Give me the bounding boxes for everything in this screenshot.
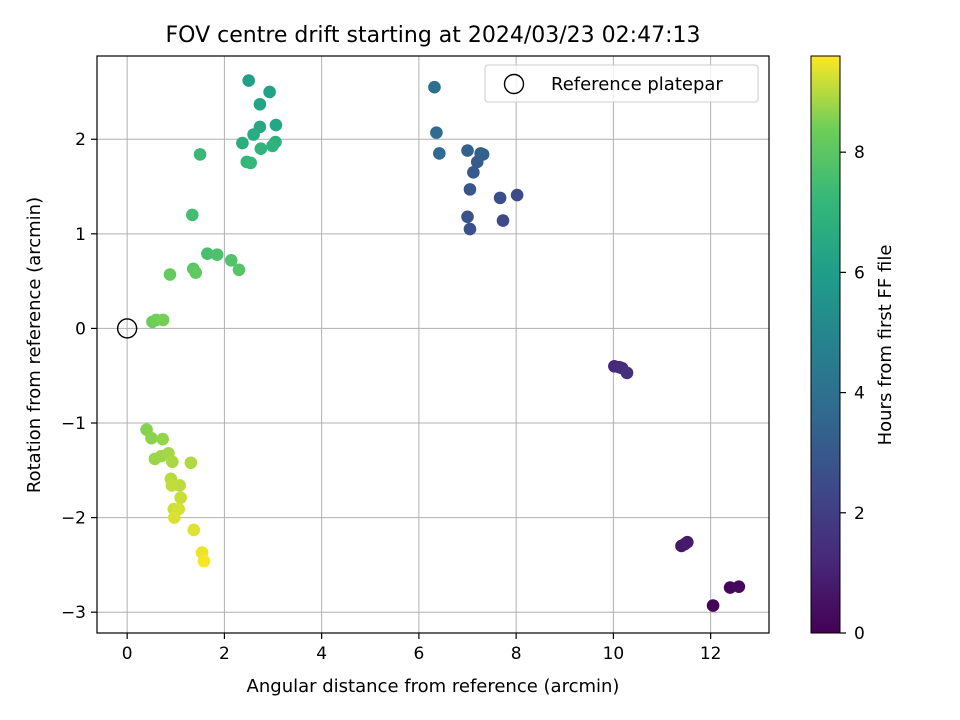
- x-tick-label: 12: [700, 644, 722, 664]
- colorbar-tick-label: 0: [854, 624, 865, 644]
- data-point: [244, 156, 257, 170]
- legend: Reference platepar: [484, 64, 759, 103]
- data-point: [253, 97, 267, 111]
- data-point: [247, 128, 260, 141]
- data-point: [232, 263, 246, 277]
- y-tick-label: −3: [61, 603, 86, 623]
- data-point: [242, 74, 256, 87]
- data-point: [463, 183, 477, 196]
- x-axis-label: Angular distance from reference (arcmin): [247, 676, 620, 697]
- chart-title: FOV centre drift starting at 2024/03/23 …: [166, 23, 701, 48]
- reference-marker-layer: [116, 318, 138, 339]
- colorbar-tick-label: 6: [854, 263, 865, 283]
- data-point: [263, 85, 276, 99]
- data-point: [269, 118, 283, 132]
- x-tick-label: 4: [316, 644, 327, 664]
- data-point: [732, 580, 746, 593]
- x-axis-ticks: 0 2 4 6 8 10 12: [122, 633, 722, 664]
- y-tick-label: 2: [75, 130, 86, 150]
- data-point: [184, 456, 198, 470]
- y-tick-label: 0: [75, 319, 86, 339]
- data-point: [224, 254, 238, 267]
- data-point: [493, 191, 507, 205]
- data-point: [174, 491, 187, 505]
- data-point: [706, 599, 720, 612]
- colorbar-tick-label: 8: [854, 143, 865, 163]
- data-point: [463, 222, 477, 236]
- data-point: [210, 248, 224, 261]
- data-point: [236, 136, 249, 150]
- y-tick-label: 1: [75, 225, 86, 245]
- colorbar: 0 2 4 6 8 Hours from first FF file: [810, 55, 896, 644]
- legend-label: Reference platepar: [551, 74, 723, 95]
- colorbar-tick-label: 2: [854, 504, 865, 524]
- data-point: [156, 313, 170, 327]
- data-point: [467, 166, 480, 179]
- x-tick-label: 10: [603, 644, 625, 664]
- data-point: [197, 554, 211, 568]
- data-point: [163, 268, 177, 281]
- data-point: [165, 479, 179, 492]
- plot-frame: [96, 55, 770, 634]
- reference-platepar-marker: [116, 318, 138, 339]
- colorbar-tick-label: 4: [854, 384, 865, 404]
- y-axis-label: Rotation from reference (arcmin): [24, 197, 45, 493]
- data-point: [433, 147, 446, 160]
- data-point: [166, 455, 179, 469]
- data-point: [193, 148, 207, 161]
- legend-reference-marker: [503, 73, 525, 95]
- data-point: [186, 208, 199, 222]
- data-point: [428, 80, 441, 94]
- y-axis-ticks: −3 −2 −1 0 1 2: [61, 130, 97, 623]
- x-tick-label: 8: [511, 644, 522, 664]
- colorbar-gradient: [810, 55, 841, 634]
- legend-box: [484, 64, 759, 103]
- x-tick-label: 6: [413, 644, 424, 664]
- data-point: [461, 144, 474, 157]
- data-point: [189, 266, 203, 279]
- x-tick-label: 0: [122, 644, 133, 664]
- data-point: [430, 126, 443, 139]
- data-points: [140, 74, 746, 612]
- data-point: [620, 366, 634, 380]
- data-point: [461, 210, 474, 224]
- x-tick-label: 2: [219, 644, 230, 664]
- data-point: [681, 535, 694, 549]
- y-tick-label: −1: [61, 414, 86, 434]
- colorbar-label: Hours from first FF file: [875, 245, 896, 446]
- data-point: [201, 247, 214, 260]
- data-point: [510, 188, 524, 202]
- data-point: [496, 214, 510, 227]
- colorbar-ticks: 0 2 4 6 8: [840, 143, 865, 644]
- data-point: [145, 431, 158, 445]
- data-point: [266, 139, 279, 153]
- data-point: [168, 511, 181, 524]
- data-point: [156, 432, 169, 446]
- data-point: [187, 523, 201, 537]
- data-point: [254, 142, 268, 155]
- grid-lines: [97, 56, 769, 633]
- y-tick-label: −2: [61, 509, 86, 529]
- data-point: [476, 148, 490, 161]
